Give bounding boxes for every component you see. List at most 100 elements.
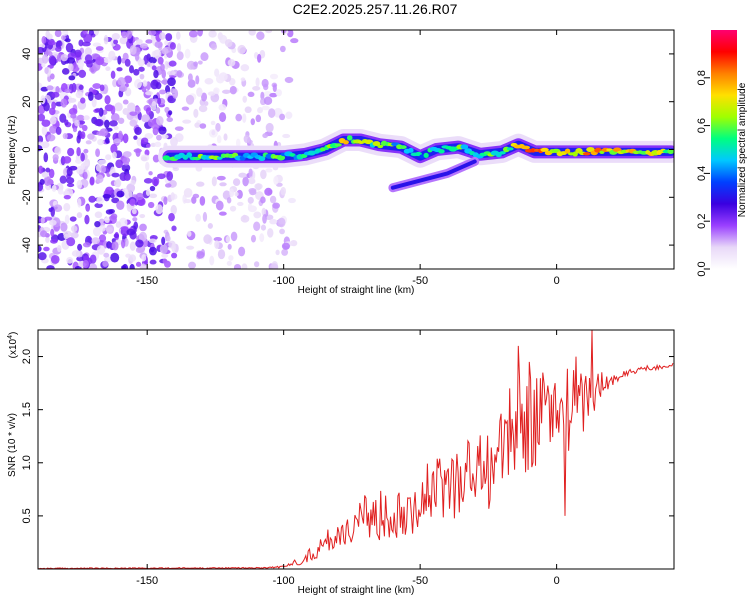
spectrogram-speckle (132, 217, 138, 222)
spectrogram-speckle (186, 245, 195, 250)
spectrogram-speckle (168, 60, 177, 67)
spectrogram-speckle (210, 120, 216, 126)
spectrogram-speckle (265, 122, 274, 133)
spectrogram-speckle (105, 137, 110, 144)
spectrogram-speckle (70, 232, 79, 239)
spectrogram-speckle (135, 246, 145, 254)
colorbar-tick-label: 0.6 (696, 118, 708, 133)
spectrogram-speckle (170, 204, 177, 215)
spectrogram-speckle (171, 252, 178, 259)
spectrogram-speckle (169, 42, 176, 50)
spectrogram-speckle (38, 135, 44, 144)
colorbar-tick-label: 0.8 (696, 70, 708, 85)
spectrogram-speckle (117, 55, 122, 65)
spectrogram-speckle (105, 226, 113, 233)
spectrogram-speckle (103, 252, 110, 258)
spectrogram-speckle (161, 47, 169, 55)
spectrogram-x-tick-label: 0 (554, 275, 560, 287)
spectrogram-speckle (192, 193, 200, 199)
spectrogram-speckle (243, 134, 251, 144)
spectrogram-speckle (54, 146, 62, 156)
spectrogram-speckle (102, 260, 109, 267)
spectrogram-speckle (95, 56, 105, 66)
snr-panel: -150 -100 -50 0 0.5 1.0 1.5 2.0 Height of stra… (7, 329, 675, 596)
spectrogram-y-tick-label: -20 (21, 189, 33, 205)
spectrogram-speckle (94, 211, 103, 219)
spectrogram-speckle (62, 132, 68, 140)
spectrogram-speckle (221, 89, 231, 94)
spectrogram-speckle (99, 225, 106, 232)
spectrogram-speckle (82, 30, 89, 35)
spectrogram-speckle (238, 172, 247, 178)
spectrogram-speckle (170, 192, 175, 201)
spectrogram-speckle (284, 76, 294, 84)
spectrogram-speckle (248, 188, 257, 194)
spectrogram-ridge-blob (334, 143, 342, 147)
spectrogram-speckle (59, 113, 67, 123)
spectrogram-speckle (41, 125, 48, 136)
spectrogram-speckle (44, 67, 49, 75)
spectrogram-speckle (224, 39, 233, 48)
spectrogram-ridge-blob (399, 145, 407, 150)
spectrogram-speckle (267, 228, 274, 238)
spectrogram-speckle (81, 41, 91, 47)
spectrogram-speckle (95, 148, 100, 157)
spectrogram-speckle (215, 74, 225, 84)
spectrogram-speckle (110, 105, 116, 115)
spectrogram-speckle (269, 73, 279, 80)
spectrogram-speckle (119, 36, 128, 45)
spectrogram-speckle (43, 176, 52, 186)
spectrogram-speckle (237, 44, 247, 55)
spectrogram-speckle (82, 259, 89, 269)
spectrogram-speckle (197, 60, 203, 65)
spectrogram-speckle (167, 77, 176, 87)
spectrogram-speckle (184, 48, 191, 59)
spectrogram-speckle (76, 114, 85, 122)
spectrogram-speckle (113, 125, 119, 130)
spectrogram-speckle (149, 185, 156, 192)
spectrogram-speckle (204, 78, 214, 85)
spectrogram-speckle (63, 194, 71, 200)
spectrogram-speckle (144, 149, 150, 156)
spectrogram-speckle (69, 216, 77, 222)
spectrogram-speckle (185, 94, 195, 105)
spectrogram-speckle (193, 108, 199, 118)
spectrogram-speckle (155, 107, 161, 114)
spectrogram-speckle (250, 234, 257, 243)
spectrogram-ridge-blob (521, 145, 531, 150)
spectrogram-speckle (161, 126, 167, 132)
spectrogram-speckle (122, 133, 129, 144)
spectrogram-speckle (110, 213, 118, 220)
spectrogram-speckle (261, 105, 270, 111)
spectrogram-speckle (143, 178, 153, 184)
spectrogram-speckle (261, 207, 266, 216)
spectrogram-speckle (262, 214, 267, 224)
spectrogram-speckle (76, 212, 83, 219)
spectrogram-speckle (215, 200, 224, 211)
snr-frame (37, 329, 675, 570)
snr-x-tick-label: -50 (412, 575, 428, 587)
spectrogram-speckle (64, 88, 72, 93)
spectrogram-speckle (40, 95, 46, 105)
spectrogram-speckle (218, 104, 227, 111)
spectrogram-speckle (261, 78, 269, 88)
spectrogram-speckle (38, 245, 42, 253)
spectrogram-speckle (110, 252, 120, 263)
spectrogram-speckle (46, 265, 55, 269)
spectrogram-speckle (49, 125, 58, 134)
spectrogram-speckle (89, 176, 95, 186)
spectrogram-speckle (240, 214, 250, 223)
spectrogram-speckle (254, 183, 263, 190)
spectrogram-speckle (121, 238, 126, 249)
spectrogram-speckle (176, 43, 182, 53)
spectrogram-speckle (55, 126, 62, 135)
spectrogram-speckle (253, 221, 261, 232)
spectrogram-speckle (96, 174, 104, 183)
spectrogram-speckle (117, 77, 126, 86)
spectrogram-speckle (120, 226, 129, 231)
spectrogram-speckle (77, 243, 83, 251)
spectrogram-speckle (145, 143, 151, 148)
spectrogram-speckle (109, 120, 118, 127)
spectrogram-speckle (38, 104, 46, 115)
spectrogram-speckle (171, 225, 177, 232)
